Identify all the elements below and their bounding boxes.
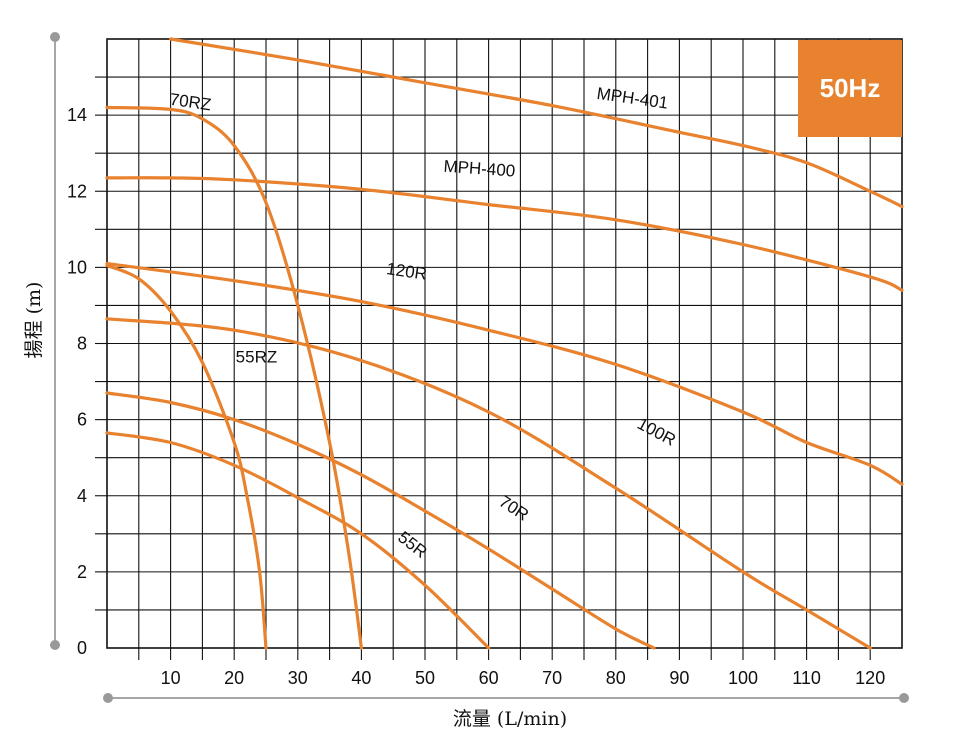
curve-mph-400: [105, 176, 904, 292]
x-tick-label: 90: [669, 668, 689, 688]
y-tick-label: 12: [67, 181, 87, 201]
x-axis-title: 流量 (L/min): [453, 708, 567, 730]
x-tick-label: 40: [351, 668, 371, 688]
curve-70r: [105, 391, 656, 650]
axis-lines: [50, 32, 909, 703]
curves: [105, 37, 904, 650]
curve-label-70r: 70R: [496, 492, 533, 525]
x-axis-end-dot: [103, 693, 113, 703]
x-tick-label: 10: [161, 668, 181, 688]
y-tick-label: 0: [77, 638, 87, 658]
y-axis-title: 揚程 (m): [23, 282, 45, 359]
curve-mph-401: [169, 37, 904, 209]
curve-label-mph-400: MPH-400: [443, 157, 516, 181]
y-axis-end-dot: [50, 32, 60, 42]
curve-55rz: [105, 263, 268, 650]
x-tick-label: 80: [606, 668, 626, 688]
curve-70rz: [105, 105, 363, 650]
y-tick-label: 8: [77, 334, 87, 354]
frequency-badge-text: 50Hz: [820, 73, 881, 103]
x-axis-end-dot: [899, 693, 909, 703]
y-tick-label: 14: [67, 105, 87, 125]
y-tick-label: 2: [77, 562, 87, 582]
x-tick-label: 100: [728, 668, 758, 688]
curve-label-mph-401: MPH-401: [596, 84, 670, 113]
y-tick-label: 6: [77, 410, 87, 430]
x-tick-labels: 10 20 30 40 50 60 70 80 90 100 110 120: [161, 668, 886, 688]
y-tick-label: 10: [67, 257, 87, 277]
y-tick-label: 4: [77, 486, 87, 506]
grid: [107, 39, 902, 648]
x-tick-label: 50: [415, 668, 435, 688]
x-tick-label: 30: [288, 668, 308, 688]
curve-label-120r: 120R: [385, 259, 428, 283]
x-tick-label: 70: [542, 668, 562, 688]
x-tick-label: 20: [224, 668, 244, 688]
x-tick-label: 110: [792, 668, 821, 688]
frequency-badge: [798, 40, 902, 137]
x-tick-label: 60: [479, 668, 499, 688]
curve-label-55rz: 55RZ: [236, 348, 278, 367]
plot-frame: [95, 38, 903, 660]
y-axis-end-dot: [50, 640, 60, 650]
y-tick-labels: 0 2 4 6 8 10 12 14: [67, 105, 87, 658]
curve-100r: [105, 317, 872, 650]
curve-120r: [105, 262, 904, 486]
x-tick-label: 120: [855, 668, 885, 688]
curve-55r: [105, 431, 491, 650]
